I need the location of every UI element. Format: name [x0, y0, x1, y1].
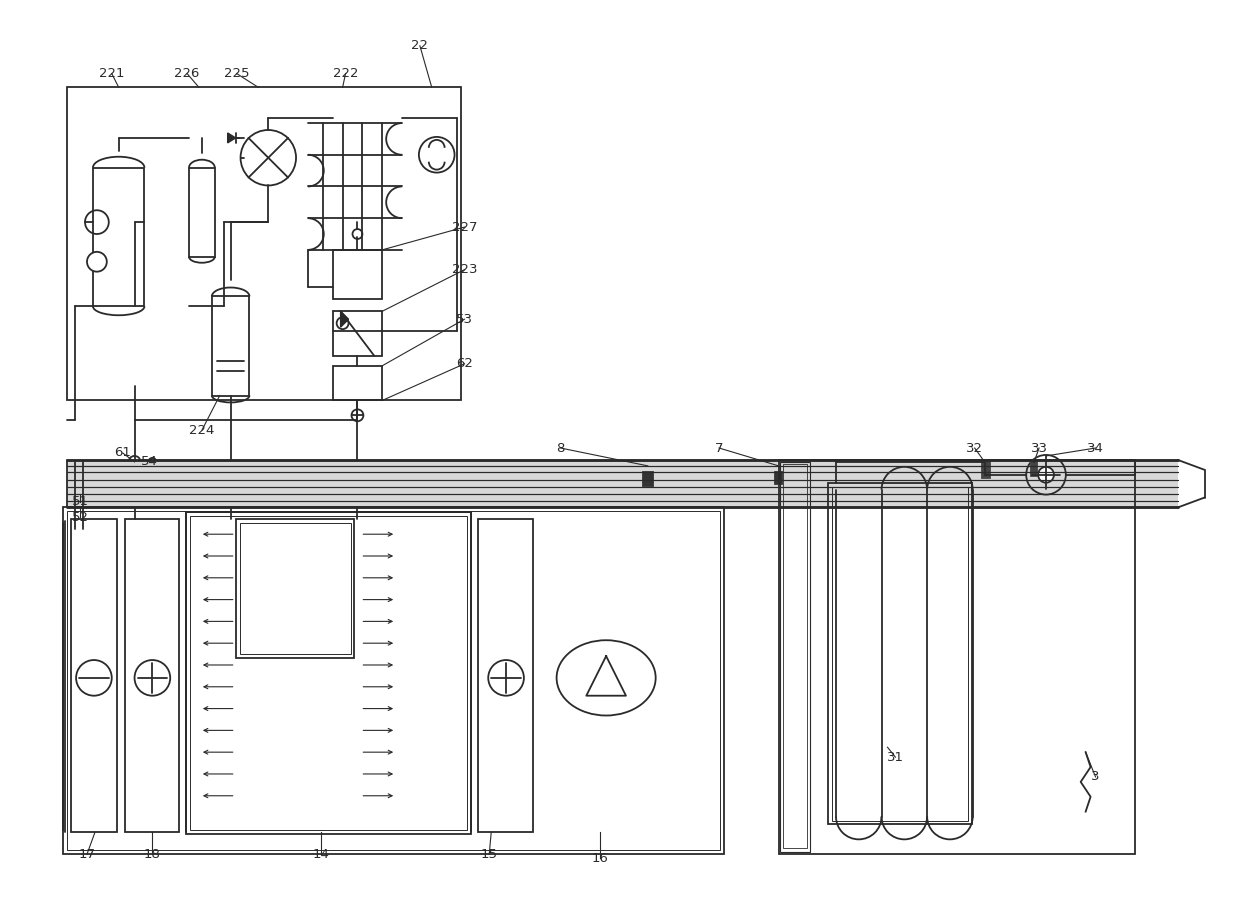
Bar — [67, 512, 720, 850]
Polygon shape — [341, 311, 348, 327]
Text: 16: 16 — [591, 851, 609, 865]
Bar — [67, 87, 461, 400]
Text: 31: 31 — [887, 751, 904, 763]
Text: 51: 51 — [72, 495, 88, 508]
Bar — [212, 297, 249, 396]
Bar — [828, 483, 972, 824]
Circle shape — [1038, 467, 1054, 483]
Text: 222: 222 — [332, 67, 358, 80]
Text: 62: 62 — [456, 357, 472, 370]
Bar — [775, 472, 782, 484]
Text: 22: 22 — [412, 40, 428, 52]
Text: 226: 226 — [175, 67, 200, 80]
Text: 225: 225 — [224, 67, 249, 80]
Bar — [784, 464, 807, 849]
Circle shape — [87, 252, 107, 271]
Bar — [188, 167, 215, 257]
Bar — [779, 460, 1135, 854]
Bar — [832, 486, 967, 821]
Text: 3: 3 — [1091, 770, 1100, 783]
Bar — [780, 462, 810, 852]
Text: 61: 61 — [114, 447, 131, 459]
Text: 14: 14 — [312, 848, 330, 860]
Text: 221: 221 — [99, 67, 124, 80]
Text: 15: 15 — [481, 848, 497, 860]
Bar — [71, 520, 117, 832]
Text: 227: 227 — [451, 220, 477, 234]
Text: 33: 33 — [1030, 441, 1048, 455]
Bar — [642, 472, 652, 485]
Text: 7: 7 — [714, 441, 723, 455]
Text: 53: 53 — [456, 313, 472, 325]
Text: 52: 52 — [72, 511, 88, 524]
Bar — [332, 250, 382, 299]
Bar — [332, 366, 382, 400]
Text: 18: 18 — [144, 848, 161, 860]
Text: 223: 223 — [451, 263, 477, 276]
Text: 54: 54 — [141, 456, 157, 468]
Text: 32: 32 — [966, 441, 983, 455]
Bar — [1032, 462, 1037, 476]
Bar — [125, 520, 179, 832]
Bar — [67, 460, 1178, 507]
Bar — [236, 520, 355, 658]
Bar — [982, 462, 990, 477]
Bar — [186, 512, 471, 834]
Text: 224: 224 — [190, 423, 215, 437]
Bar — [239, 523, 351, 654]
Bar — [63, 507, 724, 854]
Text: 34: 34 — [1087, 441, 1104, 455]
Bar — [93, 167, 144, 307]
Text: 8: 8 — [557, 441, 564, 455]
Polygon shape — [228, 133, 236, 143]
Text: 17: 17 — [78, 848, 95, 860]
Bar — [332, 311, 382, 356]
Bar — [479, 520, 533, 832]
Bar — [190, 516, 467, 831]
